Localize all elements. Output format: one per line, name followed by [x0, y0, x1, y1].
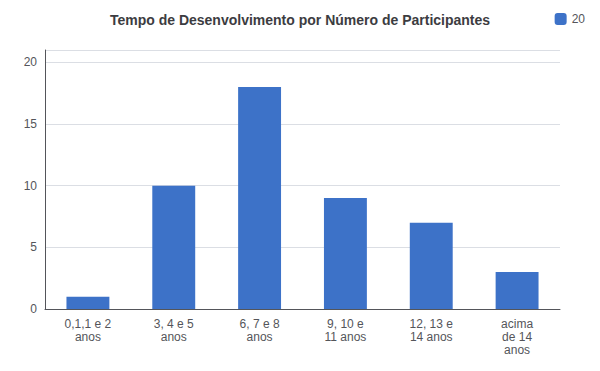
- svg-text:de 14: de 14: [502, 330, 532, 344]
- svg-text:anos: anos: [75, 330, 101, 344]
- svg-text:anos: anos: [504, 343, 530, 357]
- svg-text:Tempo de Desenvolvimento por N: Tempo de Desenvolvimento por Número de P…: [110, 12, 490, 28]
- svg-text:15: 15: [24, 117, 38, 131]
- svg-text:10: 10: [24, 179, 38, 193]
- svg-text:20: 20: [572, 12, 586, 26]
- svg-text:3, 4 e 5: 3, 4 e 5: [154, 317, 194, 331]
- svg-text:9, 10 e: 9, 10 e: [327, 317, 364, 331]
- svg-text:5: 5: [30, 240, 37, 254]
- svg-text:acima: acima: [501, 317, 533, 331]
- svg-text:0,1,1 e 2: 0,1,1 e 2: [65, 317, 112, 331]
- svg-text:11 anos: 11 anos: [325, 330, 367, 344]
- svg-text:anos: anos: [247, 330, 273, 344]
- svg-text:14 anos: 14 anos: [410, 330, 453, 344]
- svg-text:0: 0: [30, 302, 37, 316]
- svg-text:anos: anos: [161, 330, 187, 344]
- svg-text:20: 20: [24, 55, 38, 69]
- svg-text:6, 7 e 8: 6, 7 e 8: [240, 317, 280, 331]
- svg-text:12, 13 e: 12, 13 e: [410, 317, 454, 331]
